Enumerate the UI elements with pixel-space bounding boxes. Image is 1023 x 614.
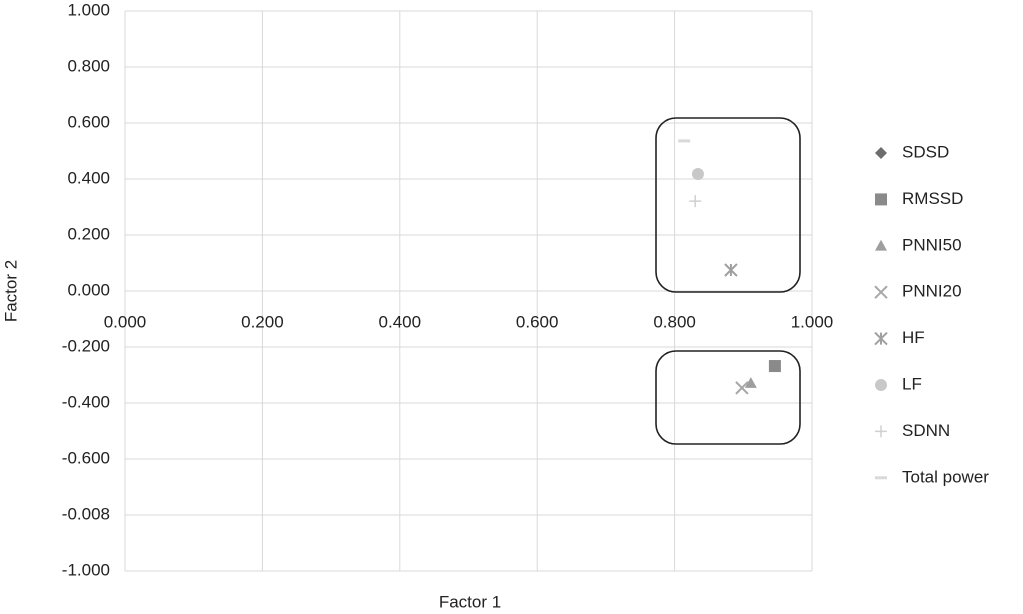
legend-marker	[875, 147, 887, 159]
legend-marker	[875, 239, 887, 251]
y-tick-label: -0.200	[62, 336, 110, 355]
legend-label: LF	[902, 374, 922, 393]
y-tick-label: -1.000	[62, 560, 110, 579]
point	[768, 360, 781, 373]
legend-label: RMSSD	[902, 189, 963, 208]
legend-marker	[875, 425, 887, 438]
legend-label: PNNI20	[902, 282, 962, 301]
x-tick-label: 1.000	[791, 312, 834, 331]
x-tick-label: 0.800	[653, 312, 696, 331]
legend-marker	[875, 193, 887, 206]
legend-marker	[874, 331, 888, 346]
y-tick-label: -0.400	[62, 392, 110, 411]
legend-label: HF	[902, 328, 925, 347]
legend-label: SDSD	[902, 142, 949, 161]
legend-marker	[875, 379, 887, 391]
highlight-box	[655, 350, 801, 445]
x-tick-label: 0.200	[241, 312, 284, 331]
point	[678, 139, 691, 143]
y-tick-label: 0.800	[67, 56, 110, 75]
x-axis-label: Factor 1	[439, 592, 501, 611]
y-tick-label: 0.600	[67, 112, 110, 131]
y-tick-label: 0.000	[67, 280, 110, 299]
legend-marker	[875, 476, 887, 480]
grid	[124, 10, 813, 572]
point	[724, 263, 738, 277]
y-axis-label: Factor 2	[1, 260, 20, 322]
legend-marker	[874, 285, 888, 299]
x-tick-label: 0.600	[516, 312, 559, 331]
point	[691, 167, 704, 180]
x-tick-label: 0.400	[379, 312, 422, 331]
y-tick-label: 0.400	[67, 168, 110, 187]
highlight-box	[655, 117, 801, 293]
legend-label: PNNI50	[902, 235, 962, 254]
legend-label: Total power	[902, 467, 989, 486]
y-tick-label: 1.000	[67, 0, 110, 19]
y-tick-label: 0.200	[67, 224, 110, 243]
point	[744, 377, 757, 388]
legend-label: SDNN	[902, 421, 950, 440]
y-tick-label: -0.600	[62, 448, 110, 467]
y-tick-label: -0.008	[62, 504, 110, 523]
point	[735, 381, 749, 395]
x-tick-label: 0.000	[104, 312, 147, 331]
point	[689, 195, 702, 208]
